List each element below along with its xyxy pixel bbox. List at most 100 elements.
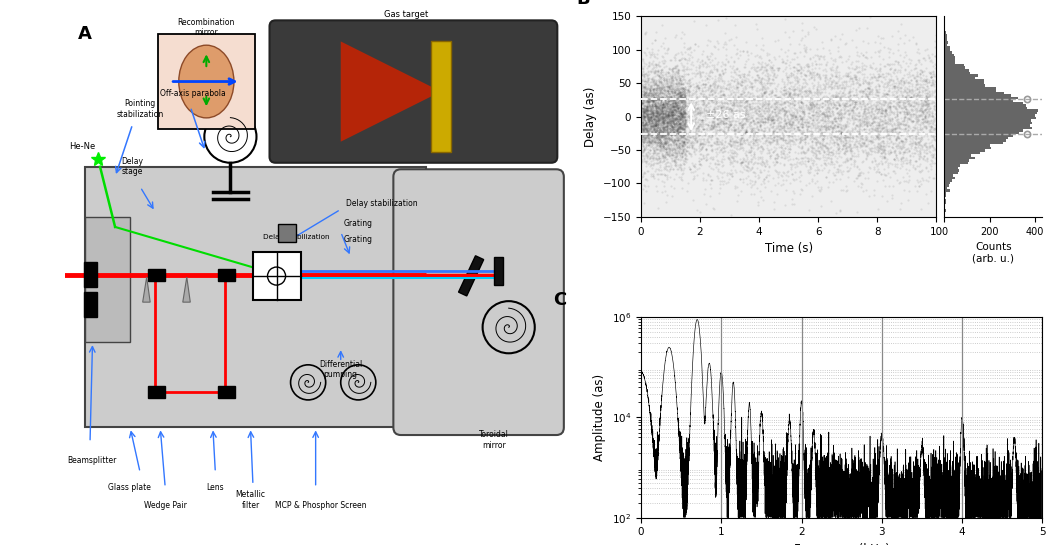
Point (909, 119, 926, 128)
Point (843, 87, 860, 95)
Point (650, 71, 667, 80)
Point (749, 25, 766, 33)
Point (777, 118, 794, 127)
Point (649, 119, 665, 128)
Point (878, 124, 895, 133)
Point (635, 122, 652, 131)
Point (905, 110, 921, 118)
Point (823, 158, 840, 166)
Point (656, 125, 673, 134)
Point (687, 107, 703, 116)
Point (652, 102, 669, 111)
Point (637, 123, 654, 132)
Point (727, 125, 743, 134)
Point (887, 113, 903, 122)
Point (649, 99, 665, 108)
Point (724, 82, 741, 90)
Point (899, 123, 916, 132)
Point (669, 136, 686, 144)
Point (810, 91, 827, 100)
Point (693, 88, 710, 97)
Point (662, 126, 679, 135)
Point (719, 57, 736, 65)
Point (771, 135, 788, 143)
Point (661, 81, 678, 89)
Point (753, 76, 770, 84)
Point (721, 81, 738, 89)
Point (653, 88, 670, 97)
Point (673, 90, 690, 99)
Point (729, 100, 746, 108)
Point (635, 88, 652, 96)
Point (771, 52, 788, 60)
Point (669, 81, 686, 90)
Point (833, 129, 850, 137)
Point (739, 114, 756, 123)
Point (820, 103, 837, 112)
Point (672, 109, 689, 118)
Point (804, 121, 821, 130)
Point (754, 100, 771, 108)
Bar (945, 104, 1026, 107)
Point (657, 93, 674, 101)
Point (890, 66, 907, 75)
Point (656, 139, 673, 148)
Point (775, 117, 792, 125)
Point (676, 107, 693, 116)
Point (838, 95, 855, 104)
Point (654, 123, 671, 132)
Point (848, 120, 865, 129)
Point (680, 143, 697, 152)
Point (633, 100, 650, 108)
Point (709, 160, 726, 169)
Point (729, 80, 746, 88)
Point (923, 161, 940, 170)
Point (686, 161, 702, 170)
Point (653, 100, 670, 108)
Point (832, 153, 849, 162)
Point (645, 125, 662, 134)
Point (833, 83, 850, 92)
Point (747, 107, 763, 116)
Point (905, 70, 921, 79)
Point (656, 104, 673, 112)
Point (795, 109, 812, 118)
Point (664, 101, 681, 110)
Point (883, 83, 900, 92)
Point (812, 143, 829, 152)
Bar (945, 54, 954, 57)
Point (668, 165, 684, 173)
Point (856, 119, 873, 128)
Point (670, 146, 687, 154)
Point (635, 92, 652, 100)
Point (659, 119, 676, 128)
Point (687, 134, 703, 143)
Point (698, 110, 715, 119)
Point (652, 87, 669, 95)
Point (686, 69, 702, 77)
Point (660, 140, 677, 149)
Point (837, 123, 854, 132)
Point (778, 139, 795, 148)
Point (662, 76, 679, 84)
Point (880, 74, 897, 83)
Point (650, 105, 667, 114)
Point (830, 145, 847, 154)
Point (663, 107, 680, 116)
Point (927, 128, 943, 137)
Point (787, 90, 803, 99)
Point (883, 129, 900, 137)
Text: Gas target: Gas target (383, 10, 428, 20)
Point (786, 124, 802, 132)
Point (874, 153, 891, 162)
Point (668, 66, 684, 75)
Point (676, 99, 693, 108)
Point (814, 153, 831, 161)
Point (699, 121, 716, 130)
Point (749, 122, 766, 131)
Point (751, 122, 768, 130)
Point (766, 136, 782, 144)
Point (658, 158, 675, 167)
Point (809, 123, 826, 132)
Point (814, 140, 831, 148)
